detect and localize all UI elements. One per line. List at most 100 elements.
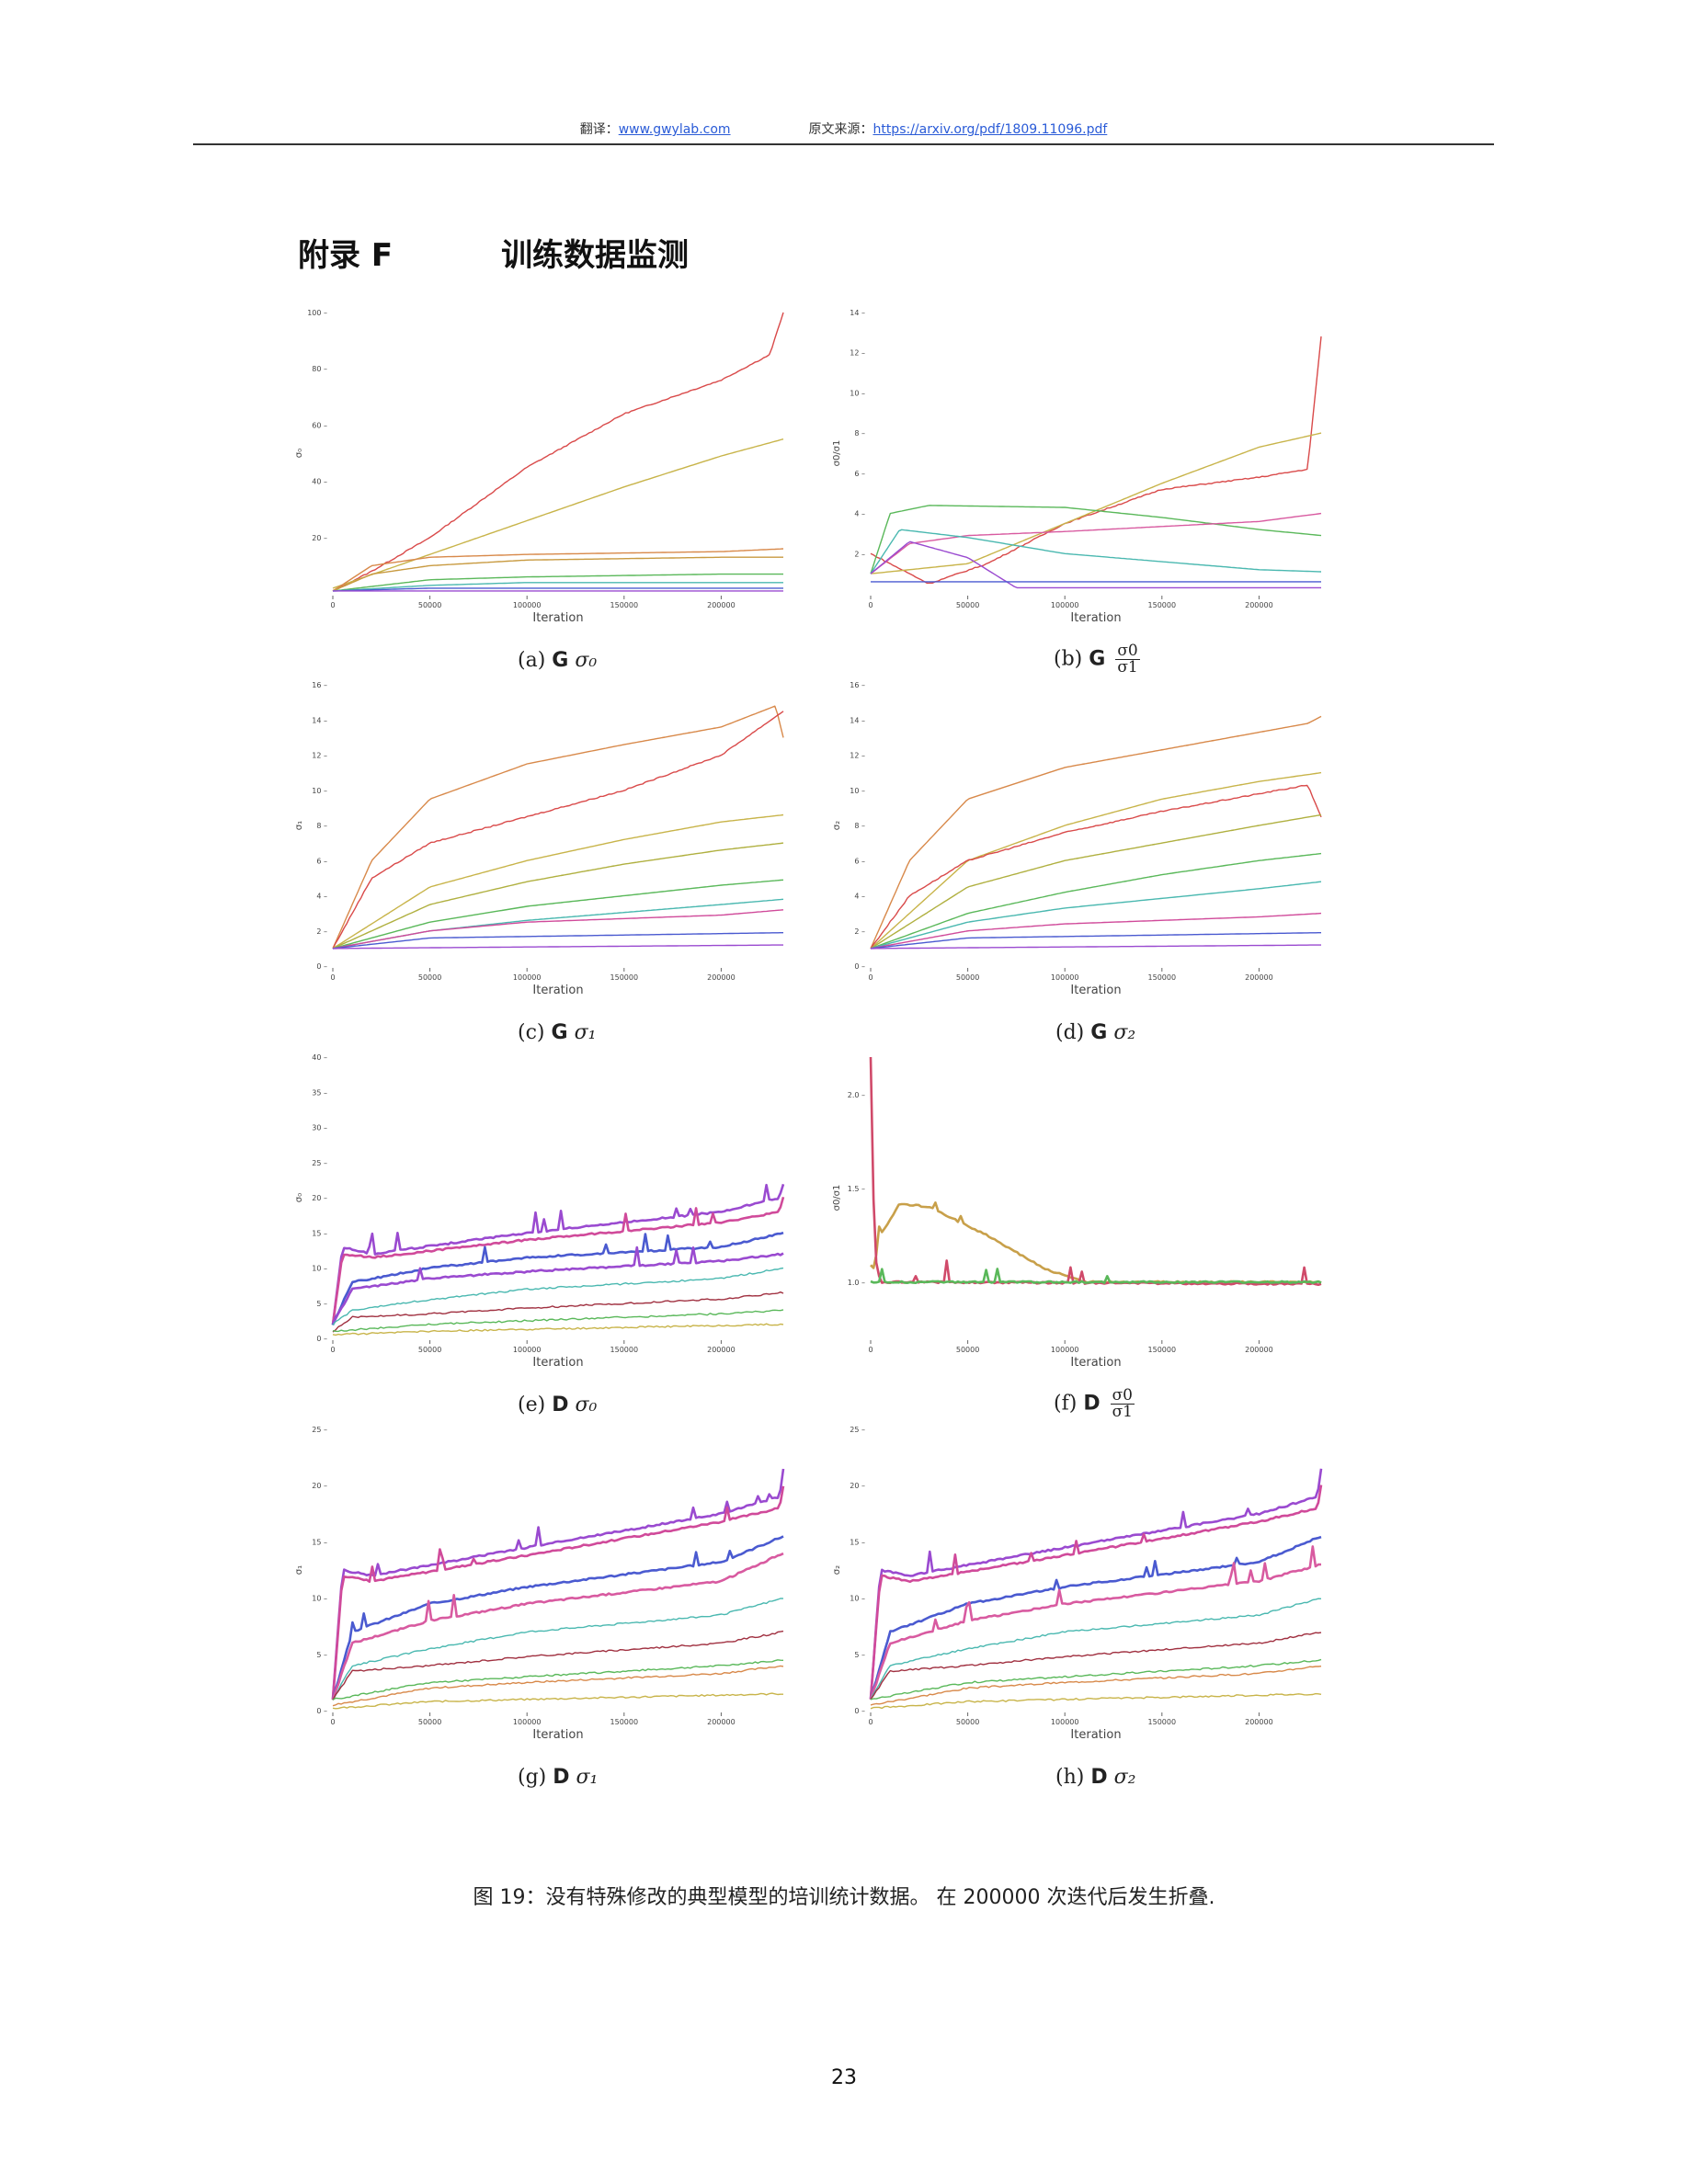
y-tick-label: 1.5 – (848, 1185, 865, 1193)
x-tick-label: 0 (330, 1346, 335, 1354)
section-number: 附录 F (298, 237, 393, 274)
y-tick-label: 6 – (854, 857, 865, 865)
y-tick-label: 30 – (312, 1124, 327, 1132)
y-tick-label: 10 – (850, 389, 865, 397)
x-tick-label: 150000 (1148, 1718, 1177, 1726)
x-tick-label: 150000 (1148, 973, 1177, 982)
y-tick-label: 14 – (850, 716, 865, 724)
x-tick-label: 0 (868, 1346, 873, 1354)
frac-numerator: σ0 (1110, 1386, 1135, 1405)
x-tick-label: 0 (868, 973, 873, 982)
frac-numerator: σ0 (1115, 642, 1140, 660)
y-tick-label: 80 – (312, 365, 327, 373)
y-tick-label: 4 – (854, 893, 865, 901)
y-axis-label: σ₀ (294, 449, 304, 458)
x-axis-label: Iteration (532, 984, 583, 997)
x-tick-label: 50000 (418, 1718, 441, 1726)
y-tick-label: 10 – (850, 1595, 865, 1603)
y-tick-label: 25 – (850, 1426, 865, 1434)
chart-f: 1.0 – 1.5 – 2.0 – 0 50000 100000 150000 200000 I… (832, 1056, 1322, 1370)
caption-f: (f) D σ0 σ1 (1054, 1386, 1135, 1421)
y-tick-label: 2 – (854, 550, 865, 558)
y-tick-label: 35 – (312, 1088, 327, 1097)
series-line-layer-teal (332, 582, 783, 592)
series-line-layer-green (332, 1309, 784, 1333)
x-tick-label: 100000 (1051, 973, 1079, 982)
y-tick-label: 2 – (316, 927, 327, 936)
y-tick-label: 16 – (850, 681, 865, 689)
page-header: 翻译：www.gwylab.com 原文来源：https://arxiv.org… (193, 119, 1494, 145)
x-tick-label: 150000 (610, 973, 639, 982)
panel-h: 0 – 5 – 10 – 15 – 20 – 25 – 0 50000 100000 150000… (832, 1420, 1329, 1751)
series-line-layer-green (332, 1659, 784, 1701)
x-tick-label: 50000 (956, 1346, 979, 1354)
series-line-layer-purple (871, 944, 1321, 950)
y-tick-label: 8 – (854, 429, 865, 438)
y-tick-label: 10 – (312, 787, 327, 795)
y-tick-label: 4 – (316, 893, 327, 901)
caption-b: (b) G σ0 σ1 (1054, 642, 1140, 677)
series-line-layer-blue (332, 932, 783, 950)
panel-f: 1.0 – 1.5 – 2.0 – 0 50000 100000 150000 200000 I… (832, 1048, 1329, 1379)
x-axis-label: Iteration (1070, 611, 1121, 625)
x-tick-label: 50000 (956, 601, 979, 609)
series-line-layer-darkred (332, 1291, 784, 1333)
x-tick-label: 0 (330, 973, 335, 982)
y-tick-label: 4 – (854, 510, 865, 518)
x-tick-label: 0 (868, 601, 873, 609)
caption-d: (d) G σ₂ (1055, 1021, 1136, 1044)
series-line-layer-purple2 (331, 1246, 784, 1325)
y-tick-label: 12 – (850, 349, 865, 358)
series-line-layer-teal (332, 1267, 784, 1326)
x-tick-label: 0 (868, 1718, 873, 1726)
series-line-layer-orange (332, 705, 784, 950)
x-tick-label: 200000 (1245, 1718, 1273, 1726)
x-tick-label: 200000 (707, 1718, 736, 1726)
y-axis-label: σ₁ (294, 1565, 304, 1575)
y-tick-label: 20 – (312, 1194, 327, 1202)
y-tick-label: 0 – (316, 1335, 327, 1343)
series-line-layer-green (870, 852, 1322, 950)
x-tick-label: 50000 (418, 973, 441, 982)
series-line-layer-green (870, 1658, 1322, 1701)
series-line-layer-magenta (870, 912, 1322, 950)
series-line-layer-olive (870, 432, 1322, 574)
series-line-layer-pink (870, 512, 1322, 574)
x-tick-label: 150000 (1148, 1346, 1177, 1354)
series-line-layer-purple-top (331, 1183, 785, 1325)
y-axis-label: σ₁ (294, 821, 304, 830)
series-line-layer-olive (332, 813, 784, 950)
caption-c: (c) G σ₁ (518, 1021, 597, 1044)
section-title: 训练数据监测 (501, 237, 690, 274)
series-line-layer-red (870, 336, 1322, 585)
caption-g: (g) D σ₁ (518, 1766, 599, 1789)
series-line-layer-teal (870, 881, 1322, 950)
translate-link[interactable]: www.gwylab.com (618, 122, 731, 137)
y-tick-label: 15 – (850, 1538, 865, 1546)
chart-g: 0 – 5 – 10 – 15 – 20 – 25 – 0 50000 100000 150000… (294, 1426, 785, 1742)
x-tick-label: 50000 (418, 601, 441, 609)
x-tick-label: 50000 (956, 973, 979, 982)
panel-a: 20 – 40 – 60 – 80 – 100 – 0 50000 100000 150000 2… (294, 303, 791, 634)
y-tick-label: 10 – (312, 1265, 327, 1273)
chart-h: 0 – 5 – 10 – 15 – 20 – 25 – 0 50000 100000 150000… (832, 1426, 1323, 1742)
x-tick-label: 100000 (1051, 1718, 1079, 1726)
source-label: 原文来源： (808, 122, 873, 137)
series-line-layer-pink (869, 1545, 1322, 1700)
y-tick-label: 2 – (854, 927, 865, 936)
source-link[interactable]: https://arxiv.org/pdf/1809.11096.pdf (873, 122, 1108, 137)
x-tick-label: 150000 (610, 601, 639, 609)
y-tick-label: 0 – (316, 962, 327, 971)
x-axis-label: Iteration (1070, 1356, 1121, 1370)
x-tick-label: 150000 (610, 1718, 639, 1726)
chart-a: 20 – 40 – 60 – 80 – 100 – 0 50000 100000 150000 2… (294, 309, 784, 625)
caption-h: (h) D σ₂ (1055, 1766, 1136, 1789)
series-line-layer-green (870, 1268, 1322, 1284)
y-tick-label: 20 – (312, 1482, 327, 1490)
page-number: 23 (831, 2066, 857, 2089)
series-line-layer-purple (870, 540, 1321, 589)
series-line-layer-orange (870, 715, 1322, 950)
series-line-layer-green (332, 879, 784, 950)
series-line-layer-magenta (332, 909, 784, 950)
y-tick-label: 8 – (854, 822, 865, 830)
